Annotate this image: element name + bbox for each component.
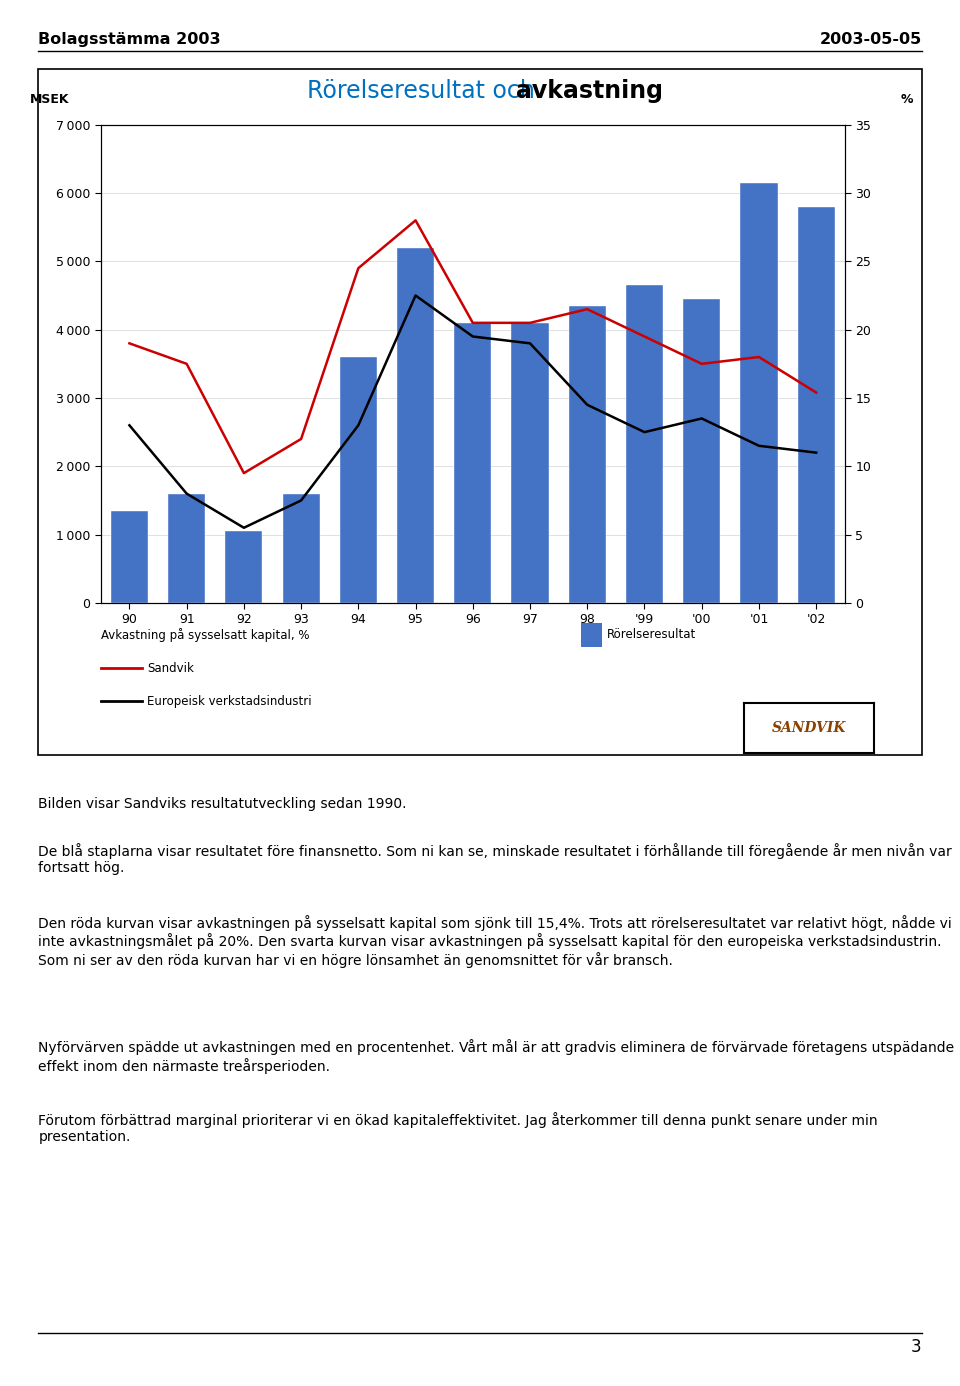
Bar	[454, 323, 492, 603]
Bar	[282, 493, 320, 603]
Text: Rörelseresultat och: Rörelseresultat och	[307, 79, 542, 104]
Bar	[512, 323, 548, 603]
Text: Den röda kurvan visar avkastningen på sysselsatt kapital som sjönk till 15,4%. T: Den röda kurvan visar avkastningen på sy…	[38, 915, 952, 967]
Text: MSEK: MSEK	[30, 93, 70, 105]
Text: De blå staplarna visar resultatet före finansnetto. Som ni kan se, minskade resu: De blå staplarna visar resultatet före f…	[38, 843, 952, 875]
Text: %: %	[900, 93, 913, 105]
Bar	[740, 183, 778, 603]
Text: 3: 3	[911, 1337, 922, 1356]
Bar	[684, 299, 720, 603]
Bar	[110, 510, 148, 603]
Bar	[226, 531, 262, 603]
Text: Bolagsstämma 2003: Bolagsstämma 2003	[38, 32, 221, 47]
Text: avkastning: avkastning	[516, 79, 663, 104]
Text: Rörelseresultat: Rörelseresultat	[607, 628, 696, 642]
Bar	[340, 358, 377, 603]
Text: Sandvik: Sandvik	[147, 661, 194, 675]
Text: 2003-05-05: 2003-05-05	[819, 32, 922, 47]
Text: Nyförvärven spädde ut avkastningen med en procentenhet. Vårt mål är att gradvis : Nyförvärven spädde ut avkastningen med e…	[38, 1040, 954, 1074]
Bar	[168, 493, 205, 603]
Text: Förutom förbättrad marginal prioriterar vi en ökad kapitaleffektivitet. Jag åter: Förutom förbättrad marginal prioriterar …	[38, 1112, 878, 1143]
Text: Europeisk verkstadsindustri: Europeisk verkstadsindustri	[147, 694, 311, 708]
Bar	[397, 248, 434, 603]
Bar	[568, 306, 606, 603]
Bar	[798, 207, 835, 603]
Text: SANDVIK: SANDVIK	[772, 721, 846, 735]
Text: Avkastning på sysselsatt kapital, %: Avkastning på sysselsatt kapital, %	[101, 628, 309, 642]
Bar	[626, 286, 663, 603]
Text: Bilden visar Sandviks resultatutveckling sedan 1990.: Bilden visar Sandviks resultatutveckling…	[38, 797, 407, 811]
